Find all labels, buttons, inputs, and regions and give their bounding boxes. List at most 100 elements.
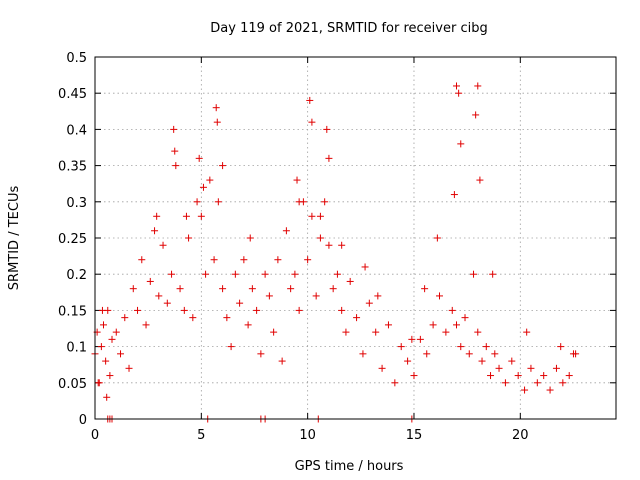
axes: 0 0.05 0.1 0.15 0.2 0.25 0.3 0.35 0.4 0.45 0.5 0 5 10… — [58, 51, 616, 443]
data-point — [100, 321, 108, 329]
data-point — [159, 241, 167, 249]
data-point — [552, 364, 560, 372]
data-point — [304, 256, 312, 264]
data-point — [308, 118, 316, 126]
data-point — [257, 350, 265, 358]
data-point — [236, 299, 244, 307]
data-point — [501, 379, 509, 387]
data-point — [197, 212, 205, 220]
y-tick-label: 0.35 — [58, 160, 87, 175]
data-point — [219, 162, 227, 170]
data-point — [291, 270, 299, 278]
y-tick-label: 0.3 — [66, 196, 87, 211]
x-tick-label: 5 — [197, 428, 205, 443]
x-tick-label: 15 — [406, 428, 423, 443]
data-point — [213, 118, 221, 126]
grid — [95, 57, 616, 419]
data-point — [472, 111, 480, 119]
data-point — [353, 314, 361, 322]
data-point — [559, 379, 567, 387]
data-point — [170, 125, 178, 133]
data-point — [219, 285, 227, 293]
data-point — [176, 285, 184, 293]
data-point — [346, 277, 354, 285]
y-tick-label: 0.15 — [58, 304, 87, 319]
x-axis-label: GPS time / hours — [295, 459, 404, 474]
data-point — [108, 335, 116, 343]
data-point — [223, 314, 231, 322]
data-point — [227, 343, 235, 351]
data-point — [312, 292, 320, 300]
data-point — [372, 328, 380, 336]
data-point — [125, 364, 133, 372]
data-point — [112, 328, 120, 336]
y-tick-label: 0.45 — [58, 87, 87, 102]
data-point — [465, 350, 473, 358]
data-point — [491, 350, 499, 358]
data-point — [325, 154, 333, 162]
data-point — [391, 379, 399, 387]
data-point — [521, 386, 529, 394]
data-point — [153, 212, 161, 220]
data-point — [163, 299, 171, 307]
data-point — [102, 357, 110, 365]
data-point — [321, 198, 329, 206]
data-point — [142, 321, 150, 329]
data-point — [416, 335, 424, 343]
data-point — [557, 343, 565, 351]
data-point — [569, 350, 577, 358]
data-point — [316, 234, 324, 242]
x-tick-label: 10 — [299, 428, 316, 443]
data-point — [117, 350, 125, 358]
data-point — [293, 176, 301, 184]
plot-frame — [94, 56, 617, 420]
data-point — [565, 372, 573, 380]
data-point — [121, 314, 129, 322]
data-point — [295, 198, 303, 206]
data-point — [103, 393, 111, 401]
data-point — [448, 306, 456, 314]
data-point — [453, 321, 461, 329]
y-axis-label: SRMTID / TECUs — [7, 186, 22, 291]
data-point — [457, 140, 465, 148]
data-point — [523, 328, 531, 336]
data-point — [442, 328, 450, 336]
data-point — [450, 191, 458, 199]
x-tick-label: 20 — [512, 428, 529, 443]
data-point — [404, 357, 412, 365]
data-point — [540, 372, 548, 380]
data-point — [533, 379, 541, 387]
data-point — [195, 154, 203, 162]
data-point — [274, 256, 282, 264]
data-point — [474, 328, 482, 336]
data-point — [182, 212, 190, 220]
data-point — [244, 321, 252, 329]
data-point — [138, 256, 146, 264]
data-point — [325, 241, 333, 249]
data-point — [240, 256, 248, 264]
data-point — [253, 306, 261, 314]
chart-title: Day 119 of 2021, SRMTID for receiver cib… — [210, 21, 487, 36]
data-point — [433, 234, 441, 242]
y-tick-label: 0.05 — [58, 377, 87, 392]
data-point — [248, 285, 256, 293]
y-tick-label: 0.1 — [66, 341, 87, 356]
data-point — [316, 212, 324, 220]
x-tick-label: 0 — [91, 428, 99, 443]
data-point — [527, 364, 535, 372]
data-point — [408, 335, 416, 343]
data-points — [91, 82, 580, 423]
data-point — [171, 147, 179, 155]
data-point — [338, 306, 346, 314]
data-point — [278, 357, 286, 365]
data-point — [261, 270, 269, 278]
data-point — [180, 306, 188, 314]
y-tick-label: 0 — [79, 413, 87, 428]
data-point — [489, 270, 497, 278]
data-point — [193, 198, 201, 206]
data-point — [94, 379, 102, 387]
data-point — [270, 328, 278, 336]
data-point — [508, 357, 516, 365]
data-point — [359, 350, 367, 358]
